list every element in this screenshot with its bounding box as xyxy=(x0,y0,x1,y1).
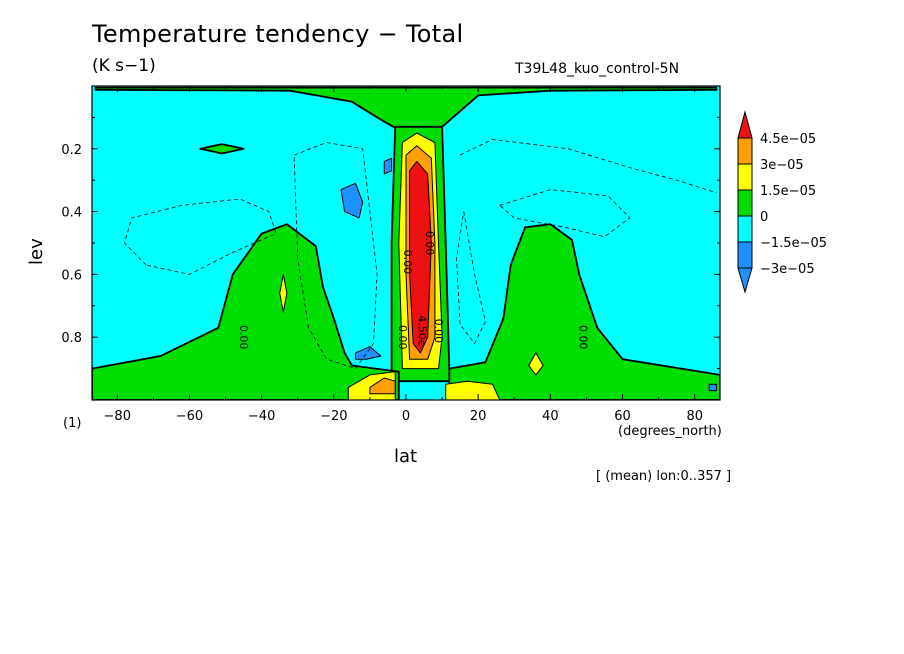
negative-contour-line xyxy=(293,142,378,370)
y-tick-label: 0.4 xyxy=(61,206,82,221)
units-label: (K s−1) xyxy=(92,56,156,76)
x-tick-label: 0 xyxy=(402,409,410,424)
negative-contour-line xyxy=(456,211,486,345)
region-blue-blob-0.4 xyxy=(340,182,364,219)
x-tick-label: −20 xyxy=(320,409,347,424)
colorbar-label: −3e−05 xyxy=(760,262,815,277)
y-tick-label: 0.6 xyxy=(61,268,82,283)
colorbar-segment xyxy=(737,241,753,269)
negative-contour-line xyxy=(499,189,631,238)
y-tick-label: 0.2 xyxy=(61,143,82,158)
region-blue-blob-0.25 xyxy=(383,157,393,175)
x-tick-label: −40 xyxy=(248,409,275,424)
region-red-core xyxy=(409,160,432,354)
x-tick-label: −80 xyxy=(104,409,131,424)
colorbar-label: 3e−05 xyxy=(760,158,804,173)
negative-contour-line xyxy=(124,198,277,275)
region-orange-surface-left xyxy=(369,377,396,395)
contour-label: 0.00 xyxy=(423,231,436,256)
chart-title: Temperature tendency − Total xyxy=(92,20,464,48)
panel-id-label: (1) xyxy=(63,416,82,431)
y-tick-label: 0.8 xyxy=(61,331,82,346)
colorbar-segment xyxy=(737,163,753,191)
x-axis-label: lat xyxy=(394,446,418,467)
run-label: T39L48_kuo_control-5N xyxy=(515,61,680,77)
region-yellow-blob-35S xyxy=(279,273,288,313)
region-blue-blob-0.85 xyxy=(355,346,382,360)
contour-label: 0.00 xyxy=(237,325,250,350)
region-yellow-blob-30N xyxy=(528,352,544,376)
colorbar-top-arrow xyxy=(737,110,753,139)
colorbar-label: 4.5e−05 xyxy=(760,132,816,147)
negative-contour-line xyxy=(459,138,717,194)
x-tick-label: 20 xyxy=(470,409,487,424)
contour-label: 0.00 xyxy=(396,325,409,350)
region-yellow-surface-right xyxy=(445,380,501,400)
region-blue-blob-85N xyxy=(708,383,717,392)
contour-label: 0.00 xyxy=(576,325,589,350)
x-tick-label: 80 xyxy=(686,409,703,424)
region-green-north-hump xyxy=(448,223,720,400)
region-green-blob-0.2 xyxy=(199,143,245,155)
colorbar-label: 1.5e−05 xyxy=(760,184,816,199)
colorbar-bottom-arrow xyxy=(737,267,753,294)
colorbar-label: 0 xyxy=(760,210,768,225)
colorbar-segment xyxy=(737,215,753,243)
contour-label: 0.00 xyxy=(401,250,414,275)
colorbar-segment xyxy=(737,189,753,217)
region-green-south-hump xyxy=(92,223,400,400)
x-tick-label: −60 xyxy=(176,409,203,424)
x-tick-label: 60 xyxy=(614,409,631,424)
colorbar-label: −1.5e−05 xyxy=(760,236,827,251)
x-axis-units: (degrees_north) xyxy=(618,424,722,439)
mean-annotation: [ (mean) lon:0..357 ] xyxy=(596,469,732,484)
colorbar-segment xyxy=(737,137,753,165)
x-tick-label: 40 xyxy=(542,409,559,424)
contour-label: 4.50e xyxy=(416,315,429,346)
contour-label: 0.00 xyxy=(432,319,445,344)
